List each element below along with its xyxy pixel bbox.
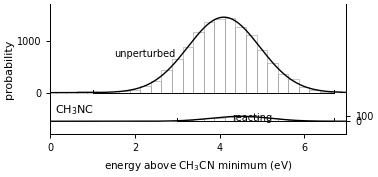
Text: unperturbed: unperturbed <box>114 49 175 59</box>
Text: $\mathregular{CH_3NC}$: $\mathregular{CH_3NC}$ <box>55 103 94 117</box>
X-axis label: energy above $\mathregular{CH_3CN}$ minimum (eV): energy above $\mathregular{CH_3CN}$ mini… <box>104 159 293 173</box>
Y-axis label: probability: probability <box>4 39 14 99</box>
Text: reacting: reacting <box>232 113 273 123</box>
